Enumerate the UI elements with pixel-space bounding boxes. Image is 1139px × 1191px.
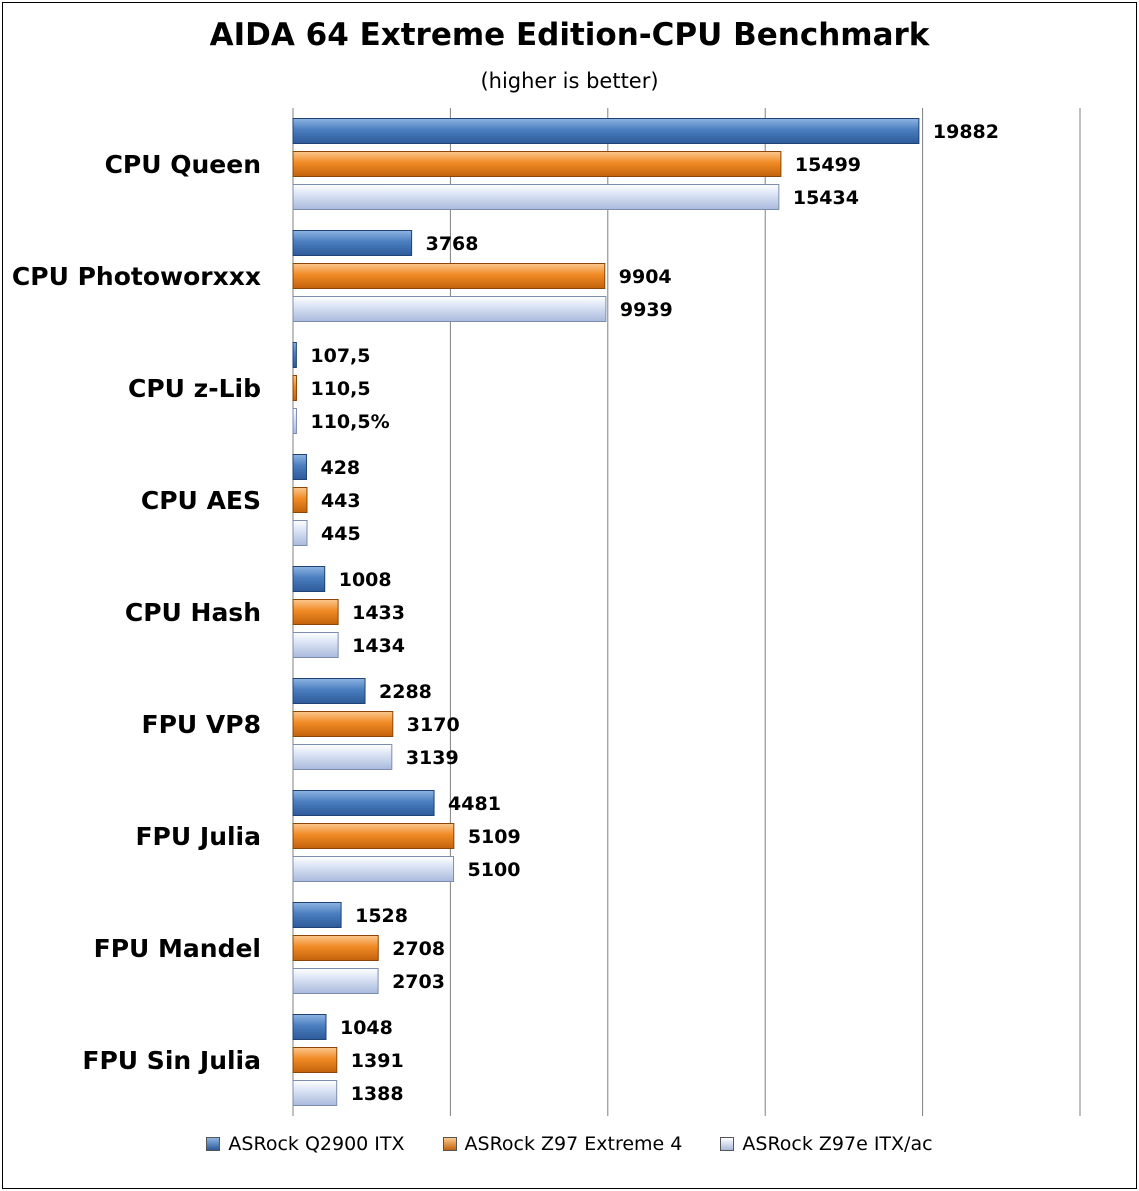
data-label: 5100 xyxy=(468,859,521,881)
category-label: CPU Hash xyxy=(125,598,261,627)
bar xyxy=(292,408,297,434)
bar xyxy=(292,935,379,961)
bar xyxy=(292,296,607,322)
legend-item: ASRock Z97e ITX/ac xyxy=(720,1133,933,1155)
data-label: 1528 xyxy=(355,905,408,927)
bar xyxy=(292,566,326,592)
bar xyxy=(292,902,342,928)
bar xyxy=(292,678,366,704)
bar xyxy=(292,230,413,256)
chart-title: AIDA 64 Extreme Edition-CPU Benchmark xyxy=(209,17,930,53)
legend-swatch xyxy=(720,1137,735,1151)
bar xyxy=(292,184,780,210)
data-label: 1008 xyxy=(339,569,392,591)
data-label: 9939 xyxy=(620,299,673,321)
data-label: 1388 xyxy=(351,1083,404,1105)
legend-label: ASRock Z97e ITX/ac xyxy=(742,1133,933,1155)
data-label: 3768 xyxy=(426,233,479,255)
bar xyxy=(292,118,920,144)
bar xyxy=(292,823,455,849)
data-label: 110,5% xyxy=(310,411,389,433)
legend-item: ASRock Z97 Extreme 4 xyxy=(442,1133,683,1155)
data-label: 2703 xyxy=(392,971,445,993)
data-label: 9904 xyxy=(619,266,672,288)
bar xyxy=(292,487,308,513)
data-label: 15434 xyxy=(793,187,859,209)
data-label: 4481 xyxy=(448,793,501,815)
data-label: 1391 xyxy=(351,1050,404,1072)
legend-label: ASRock Z97 Extreme 4 xyxy=(464,1133,683,1155)
bar xyxy=(292,151,782,177)
data-label: 2708 xyxy=(392,938,445,960)
legend-label: ASRock Q2900 ITX xyxy=(228,1133,405,1155)
data-label: 428 xyxy=(320,457,360,479)
chart-subtitle: (higher is better) xyxy=(480,69,659,93)
data-label: 1048 xyxy=(340,1017,393,1039)
bar xyxy=(292,454,307,480)
bar xyxy=(292,599,339,625)
bar xyxy=(292,968,379,994)
bar xyxy=(292,1014,327,1040)
bar xyxy=(292,632,339,658)
bar xyxy=(292,263,606,289)
legend-swatch xyxy=(442,1137,457,1151)
category-label: FPU Julia xyxy=(135,822,261,851)
data-label: 445 xyxy=(321,523,361,545)
legend-item: ASRock Q2900 ITX xyxy=(206,1133,405,1155)
bar xyxy=(292,856,455,882)
data-label: 3139 xyxy=(406,747,459,769)
bar xyxy=(292,342,297,368)
bar xyxy=(292,744,393,770)
data-label: 443 xyxy=(321,490,361,512)
bar xyxy=(292,790,435,816)
bar xyxy=(292,711,394,737)
data-label: 1434 xyxy=(352,635,405,657)
data-label: 107,5 xyxy=(310,345,370,367)
chart-legend: ASRock Q2900 ITX ASRock Z97 Extreme 4 ASRo… xyxy=(3,1133,1136,1155)
data-label: 2288 xyxy=(379,681,432,703)
bar xyxy=(292,1047,338,1073)
data-label: 3170 xyxy=(407,714,460,736)
legend-swatch xyxy=(206,1137,221,1151)
data-label: 5109 xyxy=(468,826,521,848)
data-label: 1433 xyxy=(352,602,405,624)
category-label: CPU Queen xyxy=(105,150,261,179)
data-label: 19882 xyxy=(933,121,999,143)
bar xyxy=(292,1080,338,1106)
category-label: FPU VP8 xyxy=(142,710,261,739)
category-label: CPU Photoworxxx xyxy=(12,262,261,291)
data-label: 15499 xyxy=(795,154,861,176)
category-label: CPU AES xyxy=(141,486,261,515)
category-label: CPU z-Lib xyxy=(128,374,261,403)
bar-chart: CPU Queen 19882 15499 15434 CPU Photoworxxx 3… xyxy=(12,108,1081,1116)
data-label: 110,5 xyxy=(310,378,370,400)
bar xyxy=(292,375,297,401)
category-label: FPU Sin Julia xyxy=(82,1046,261,1075)
category-label: FPU Mandel xyxy=(94,934,261,963)
bar xyxy=(292,520,308,546)
